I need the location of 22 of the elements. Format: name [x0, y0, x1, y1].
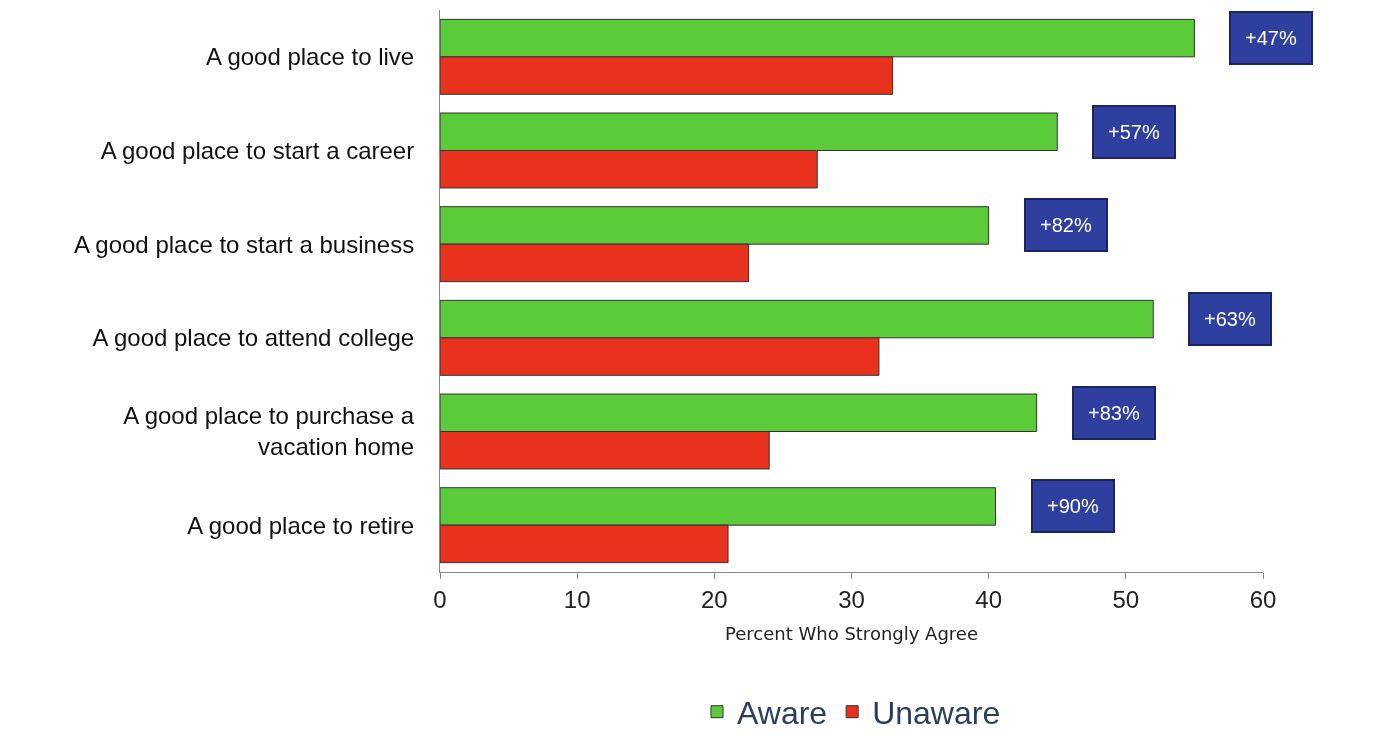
- y-tick-label: A good place to retire: [187, 511, 415, 539]
- y-tick-label: A good place to live: [206, 43, 415, 71]
- legend-label: Aware: [737, 695, 828, 732]
- legend-label: Unaware: [872, 695, 1001, 732]
- annotation: +90%: [1047, 495, 1099, 517]
- x-tick-label: 30: [838, 585, 865, 613]
- y-tick-label: A good place to attend college: [92, 324, 415, 352]
- y-tick-label: A good place to start a business: [73, 230, 415, 258]
- x-tick-label: 50: [1112, 585, 1140, 613]
- x-tick-label: 20: [700, 585, 728, 613]
- x-tick-label: 10: [563, 585, 591, 613]
- annotation: +47%: [1245, 27, 1297, 49]
- y-tick-label: A good place to purchase a vacation home: [123, 402, 415, 461]
- x-axis-title: Percent Who Strongly Agree: [725, 622, 978, 644]
- x-tick-label: 40: [975, 585, 1003, 613]
- y-tick-label: A good place to start a career: [100, 136, 415, 164]
- annotation: +83%: [1088, 402, 1140, 424]
- annotation: +57%: [1108, 121, 1160, 143]
- x-tick-label: 60: [1249, 585, 1277, 613]
- x-tick-label: 0: [433, 585, 447, 613]
- annotation: +82%: [1040, 214, 1092, 236]
- annotation: +63%: [1204, 308, 1256, 330]
